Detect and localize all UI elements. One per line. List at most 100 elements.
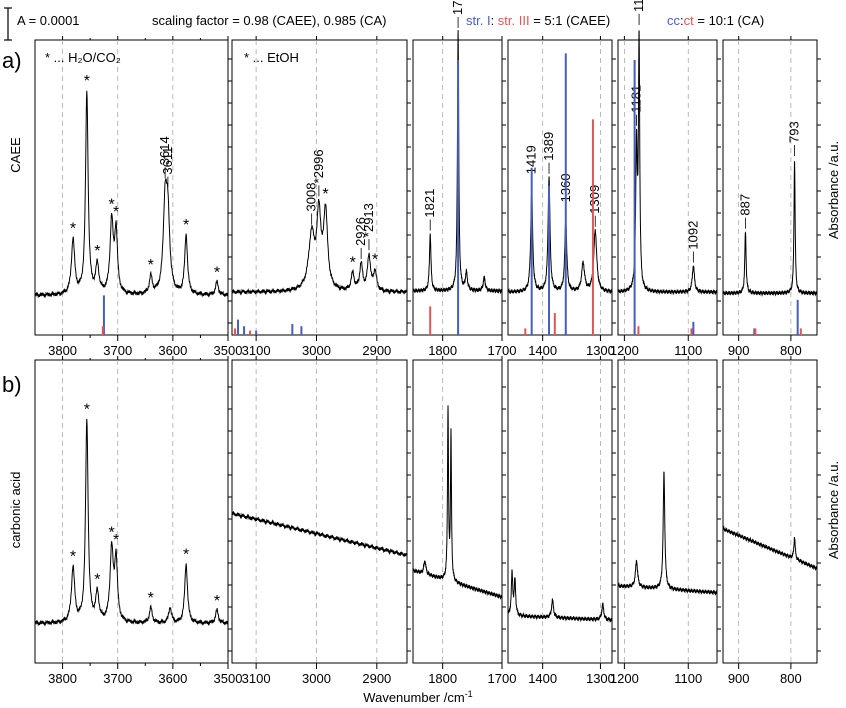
x-tick-label: 3500: [214, 343, 243, 358]
peak-label: 793: [787, 121, 802, 143]
x-axis-label-text: Wavenumber /cm: [363, 690, 464, 705]
peak-marker-star: *: [109, 525, 115, 542]
panel-frame-a-4: [507, 39, 613, 336]
row-label-a: a): [2, 48, 22, 73]
peak-label: 2926: [353, 217, 368, 246]
legend-str-III: str. III: [494, 13, 529, 28]
x-tick-label: 800: [780, 671, 802, 686]
y-label-carbonic-acid: carbonic acid: [8, 472, 23, 549]
legend-cc: cc: [667, 13, 681, 28]
legend-ct: ct: [684, 13, 695, 28]
peak-marker-star: *: [70, 548, 76, 565]
x-tick-label: 3700: [103, 671, 132, 686]
peak-marker-star: *: [148, 257, 154, 274]
peak-marker-star: *: [109, 196, 115, 213]
right-axis-label-a: Absorbance /a.u.: [826, 141, 841, 239]
peak-label: 887: [737, 194, 752, 216]
spectrum-carbonic_acid-4: [507, 569, 613, 623]
peak-marker-star: *: [113, 204, 119, 221]
legend-ratio-2: = 10:1 (CA): [694, 13, 764, 28]
peak-marker-star: *: [94, 571, 100, 588]
x-tick-label: 3000: [302, 343, 331, 358]
peak-label: 1774: [450, 0, 465, 15]
peak-marker-star: *: [183, 217, 189, 234]
peak-label: 1092: [685, 221, 700, 250]
x-tick-label: 3500: [214, 671, 243, 686]
annotation-etoh: * ... EtOH: [244, 50, 299, 65]
legend-str-I: str. I: [466, 13, 491, 28]
panel-frame-b-6: [722, 359, 818, 664]
spectrum-caee-6: [722, 161, 818, 297]
structure-ratio-text: str. I: str. III = 5:1 (CAEE): [466, 13, 610, 28]
peak-marker-star: *: [94, 243, 100, 260]
spectrum-carbonic_acid-3: [412, 405, 503, 600]
x-tick-label: 3600: [158, 343, 187, 358]
x-axis-label: Wavenumber /cm-1: [363, 689, 472, 705]
x-tick-label: 1700: [488, 343, 517, 358]
header: A = 0.0001 scaling factor = 0.98 (CAEE),…: [4, 7, 764, 41]
peak-marker-star: *: [372, 251, 378, 268]
y-label-caee: CAEE: [8, 137, 23, 173]
spectrum-caee-5: [617, 30, 718, 296]
panel-frame-a-5: [617, 39, 718, 336]
peak-marker-star: *: [214, 265, 220, 282]
x-tick-label: 900: [728, 671, 750, 686]
peak-label: 3008: [304, 183, 319, 212]
x-tick-label: 1300: [586, 343, 615, 358]
spectrum-caee-4: [507, 176, 613, 295]
legend-ratio-1: = 5:1 (CAEE): [530, 13, 611, 28]
x-tick-label: 900: [728, 343, 750, 358]
x-tick-label: 1700: [488, 671, 517, 686]
x-tick-label: 800: [780, 343, 802, 358]
x-tick-label: 3000: [302, 671, 331, 686]
conformer-ratio-text: cc:ct = 10:1 (CA): [667, 13, 764, 28]
peak-label: 1419: [524, 145, 539, 174]
x-axis-label-sup: -1: [465, 689, 473, 699]
spectrum-carbonic_acid-1: [34, 418, 229, 627]
x-tick-label: 1300: [586, 671, 615, 686]
peak-label: *2913: [361, 203, 376, 237]
x-tick-label: 2900: [362, 671, 391, 686]
panel-frame-b-5: [617, 359, 718, 664]
row-label-b: b): [2, 372, 22, 397]
x-tick-label: 1800: [428, 671, 457, 686]
panel-frame-a-6: [722, 39, 818, 336]
peak-label: 1309: [587, 185, 602, 214]
peak-label: 1389: [541, 132, 556, 161]
scaling-factor-text: scaling factor = 0.98 (CAEE), 0.985 (CA): [152, 13, 386, 28]
spectrum-carbonic_acid-5: [617, 471, 718, 596]
peak-marker-star: *: [214, 593, 220, 610]
x-tick-label: 1100: [674, 671, 702, 686]
peak-label: 1821: [422, 189, 437, 218]
panel-frame-b-1: [34, 359, 229, 664]
x-tick-label: 1200: [610, 343, 639, 358]
x-tick-label: 3600: [158, 671, 187, 686]
x-tick-label: 3100: [242, 671, 271, 686]
x-tick-label: 1200: [610, 671, 639, 686]
panel-frame-a-2: [231, 39, 408, 336]
peak-marker-star: *: [148, 590, 154, 607]
spectrum-caee-2: [231, 198, 408, 296]
spectrum-caee-1: [34, 90, 229, 299]
peak-marker-star: *: [322, 186, 328, 203]
annotation-water-co2: * ... H₂O/CO₂: [45, 50, 121, 65]
x-tick-label: 3100: [242, 343, 271, 358]
x-tick-label: 1400: [528, 343, 557, 358]
scale-bar-label: A = 0.0001: [17, 13, 80, 28]
panel-frame-a-1: [34, 39, 229, 336]
peak-marker-star: *: [84, 73, 90, 90]
spectrum-carbonic_acid-6: [722, 525, 818, 571]
legend-sep-2: :: [680, 13, 684, 28]
x-tick-label: 1100: [674, 343, 702, 358]
peak-marker-star: *: [183, 547, 189, 564]
peak-marker-star: *: [70, 220, 76, 237]
peak-label: 3614: [157, 136, 172, 165]
spectrum-carbonic_acid-2: [231, 510, 408, 558]
x-tick-label: 3800: [48, 343, 77, 358]
x-tick-label: 3800: [48, 671, 77, 686]
panel-frame-b-3: [412, 359, 503, 664]
x-tick-label: 1400: [528, 671, 557, 686]
